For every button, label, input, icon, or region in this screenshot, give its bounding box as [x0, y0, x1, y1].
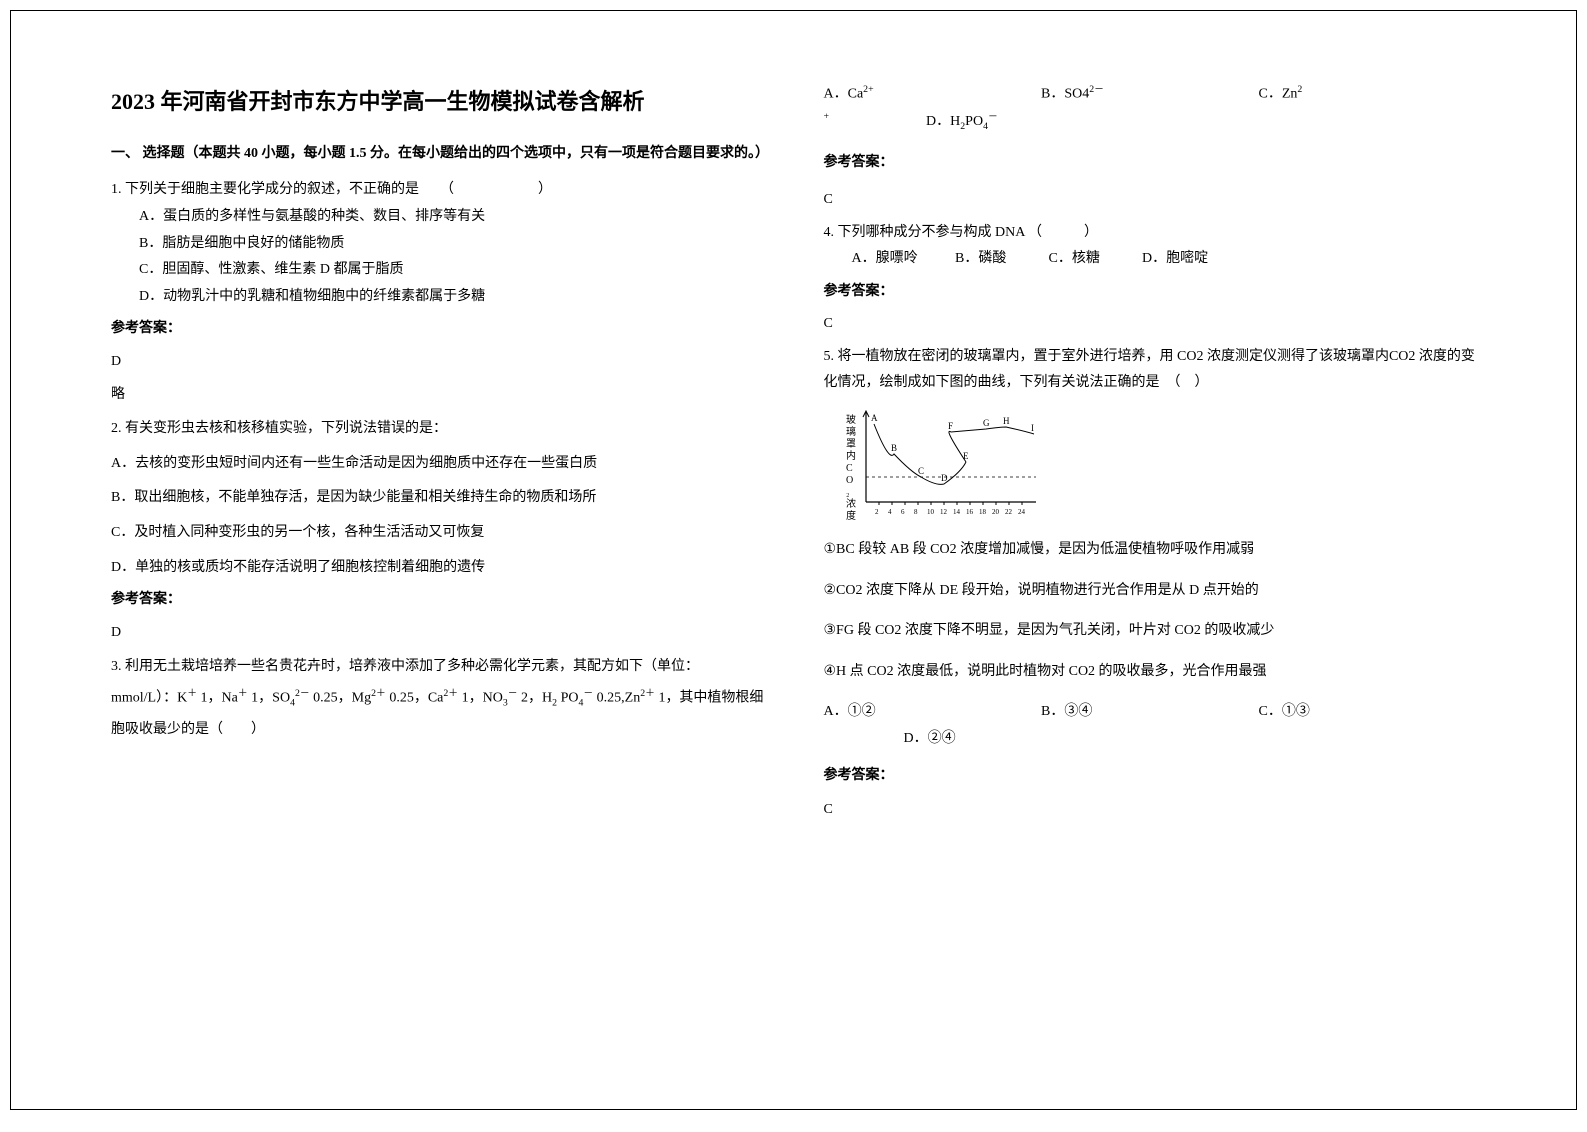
svg-text:G: G — [983, 418, 990, 428]
svg-text:璃: 璃 — [846, 425, 856, 438]
svg-text:24: 24 — [1018, 508, 1026, 516]
q3-opt-a: A．Ca2+ — [824, 81, 1042, 108]
svg-text:8: 8 — [914, 508, 918, 516]
q5-s4: ④H 点 CO2 浓度最低，说明此时植物对 CO2 的吸收最多，光合作用最强 — [824, 659, 1477, 686]
q1-stem: 1. 下列关于细胞主要化学成分的叙述，不正确的是 （ ） — [111, 177, 764, 204]
q2-opt-a: A．去核的变形虫短时间内还有一些生命活动是因为细胞质中还存在一些蛋白质 — [111, 451, 764, 478]
q5-answer-label: 参考答案： — [824, 763, 1477, 790]
q5-s2: ②CO2 浓度下降从 DE 段开始，说明植物进行光合作用是从 D 点开始的 — [824, 578, 1477, 605]
question-5: 5. 将一植物放在密闭的玻璃罩内，置于室外进行培养，用 CO2 浓度测定仪测得了… — [824, 344, 1477, 397]
question-2: 2. 有关变形虫去核和核移植实验，下列说法错误的是： A．去核的变形虫短时间内还… — [111, 416, 764, 581]
q1-opt-b: B．脂肪是细胞中良好的储能物质 — [111, 231, 764, 258]
q5-opt-a: A．①② — [824, 699, 1042, 726]
svg-text:度: 度 — [846, 509, 856, 522]
q3-stem-8: PO — [561, 691, 579, 706]
q1-answer: D — [111, 349, 764, 376]
exam-title: 2023 年河南省开封市东方中学高一生物模拟试卷含解析 — [111, 81, 764, 123]
svg-text:浓: 浓 — [846, 498, 856, 510]
q5-stem: 5. 将一植物放在密闭的玻璃罩内，置于室外进行培养，用 CO2 浓度测定仪测得了… — [824, 344, 1477, 397]
svg-text:12: 12 — [940, 508, 948, 516]
q3-opt-c: C．Zn2 — [1259, 81, 1477, 108]
q2-answer-label: 参考答案： — [111, 587, 764, 614]
q5-opt-c: C．①③ — [1259, 699, 1477, 726]
q1-opt-d: D．动物乳汁中的乳糖和植物细胞中的纤维素都属于多糖 — [111, 284, 764, 311]
q5-answer: C — [824, 797, 1477, 824]
q4-opt-a: A．腺嘌呤 — [852, 246, 952, 273]
svg-text:罩: 罩 — [846, 438, 856, 450]
svg-text:2: 2 — [875, 508, 879, 516]
svg-text:16: 16 — [966, 508, 974, 516]
q5-opt-b: B．③④ — [1041, 699, 1259, 726]
q2-answer: D — [111, 620, 764, 647]
q4-opt-b: B．磷酸 — [955, 246, 1045, 273]
q4-opt-c: C．核糖 — [1049, 246, 1139, 273]
svg-text:6: 6 — [901, 508, 905, 516]
q4-opt-d: D．胞嘧啶 — [1142, 246, 1208, 273]
question-4: 4. 下列哪种成分不参与构成 DNA （ ） A．腺嘌呤 B．磷酸 C．核糖 D… — [824, 220, 1477, 273]
svg-text:A: A — [871, 413, 878, 423]
question-1: 1. 下列关于细胞主要化学成分的叙述，不正确的是 （ ） A．蛋白质的多样性与氨… — [111, 177, 764, 310]
q3-stem-4: 0.25，Mg — [313, 691, 371, 706]
co2-chart: 玻璃罩内CO₂浓度24681012141618202224ABCDEFGHI — [844, 407, 1044, 527]
q1-opt-a: A．蛋白质的多样性与氨基酸的种类、数目、排序等有关 — [111, 204, 764, 231]
svg-text:₂: ₂ — [846, 487, 850, 498]
svg-text:H: H — [1003, 416, 1010, 426]
q3-opt-b: B．SO42－ — [1041, 81, 1259, 108]
q5-options-row2: D．②④ — [824, 726, 1477, 753]
q2-opt-d: D．单独的核或质均不能存活说明了细胞核控制着细胞的遗传 — [111, 555, 764, 582]
q3-options-row2: + D．H2PO4－ — [824, 108, 1477, 136]
q3-stem-5: 0.25，Ca — [389, 691, 443, 706]
q1-note: 略 — [111, 382, 764, 409]
svg-text:14: 14 — [953, 508, 961, 516]
section-1-header: 一、 选择题（本题共 40 小题，每小题 1.5 分。在每小题给出的四个选项中，… — [111, 141, 764, 168]
right-column: A．Ca2+ B．SO42－ C．Zn2 + D．H2PO4－ 参考答案： C … — [824, 81, 1477, 1069]
q3-stem-2: 1，Na — [201, 691, 238, 706]
q3-opt-d: D．H2PO4－ — [926, 114, 998, 129]
svg-text:I: I — [1031, 423, 1034, 433]
svg-text:20: 20 — [992, 508, 1000, 516]
q2-opt-b: B．取出细胞核，不能单独存活，是因为缺少能量和相关维持生命的物质和场所 — [111, 485, 764, 512]
svg-text:C: C — [918, 466, 924, 476]
q5-s1: ①BC 段较 AB 段 CO2 浓度增加减慢，是因为低温使植物呼吸作用减弱 — [824, 537, 1477, 564]
svg-text:C: C — [846, 463, 853, 474]
q1-opt-c: C．胆固醇、性激素、维生素 D 都属于脂质 — [111, 257, 764, 284]
q5-opt-d: D．②④ — [904, 731, 956, 746]
q3-answer-label: 参考答案： — [824, 150, 1477, 177]
svg-text:D: D — [941, 473, 948, 483]
q3-options-row1: A．Ca2+ B．SO42－ C．Zn2 — [824, 81, 1477, 108]
svg-text:O: O — [846, 475, 853, 486]
svg-text:玻: 玻 — [846, 413, 856, 426]
q3-stem-3: 1，SO — [251, 691, 290, 706]
q4-options: A．腺嘌呤 B．磷酸 C．核糖 D．胞嘧啶 — [824, 246, 1477, 273]
left-column: 2023 年河南省开封市东方中学高一生物模拟试卷含解析 一、 选择题（本题共 4… — [111, 81, 764, 1069]
q4-stem: 4. 下列哪种成分不参与构成 DNA （ ） — [824, 220, 1477, 247]
q5-options-row1: A．①② B．③④ C．①③ — [824, 699, 1477, 726]
svg-text:B: B — [891, 443, 897, 453]
question-3: 3. 利用无土栽培培养一些名贵花卉时，培养液中添加了多种必需化学元素，其配方如下… — [111, 652, 764, 745]
chart-svg: 玻璃罩内CO₂浓度24681012141618202224ABCDEFGHI — [844, 407, 1044, 527]
q3-stem-9: 0.25,Zn — [597, 691, 641, 706]
q2-opt-c: C．及时植入同种变形虫的另一个核，各种生活活动又可恢复 — [111, 520, 764, 547]
svg-text:22: 22 — [1005, 508, 1013, 516]
svg-text:F: F — [948, 421, 953, 431]
svg-text:18: 18 — [979, 508, 987, 516]
svg-text:E: E — [963, 451, 969, 461]
svg-text:内: 内 — [846, 449, 856, 462]
q5-s3: ③FG 段 CO2 浓度下降不明显，是因为气孔关闭，叶片对 CO2 的吸收减少 — [824, 618, 1477, 645]
svg-text:4: 4 — [888, 508, 892, 516]
q2-stem: 2. 有关变形虫去核和核移植实验，下列说法错误的是： — [111, 416, 764, 443]
svg-text:10: 10 — [927, 508, 935, 516]
q3-stem-7: 2，H — [521, 691, 552, 706]
q3-stem-6: 1，NO — [462, 691, 503, 706]
q4-answer-label: 参考答案： — [824, 279, 1477, 306]
q3-answer: C — [824, 187, 1477, 214]
q4-answer: C — [824, 311, 1477, 338]
q1-answer-label: 参考答案： — [111, 316, 764, 343]
